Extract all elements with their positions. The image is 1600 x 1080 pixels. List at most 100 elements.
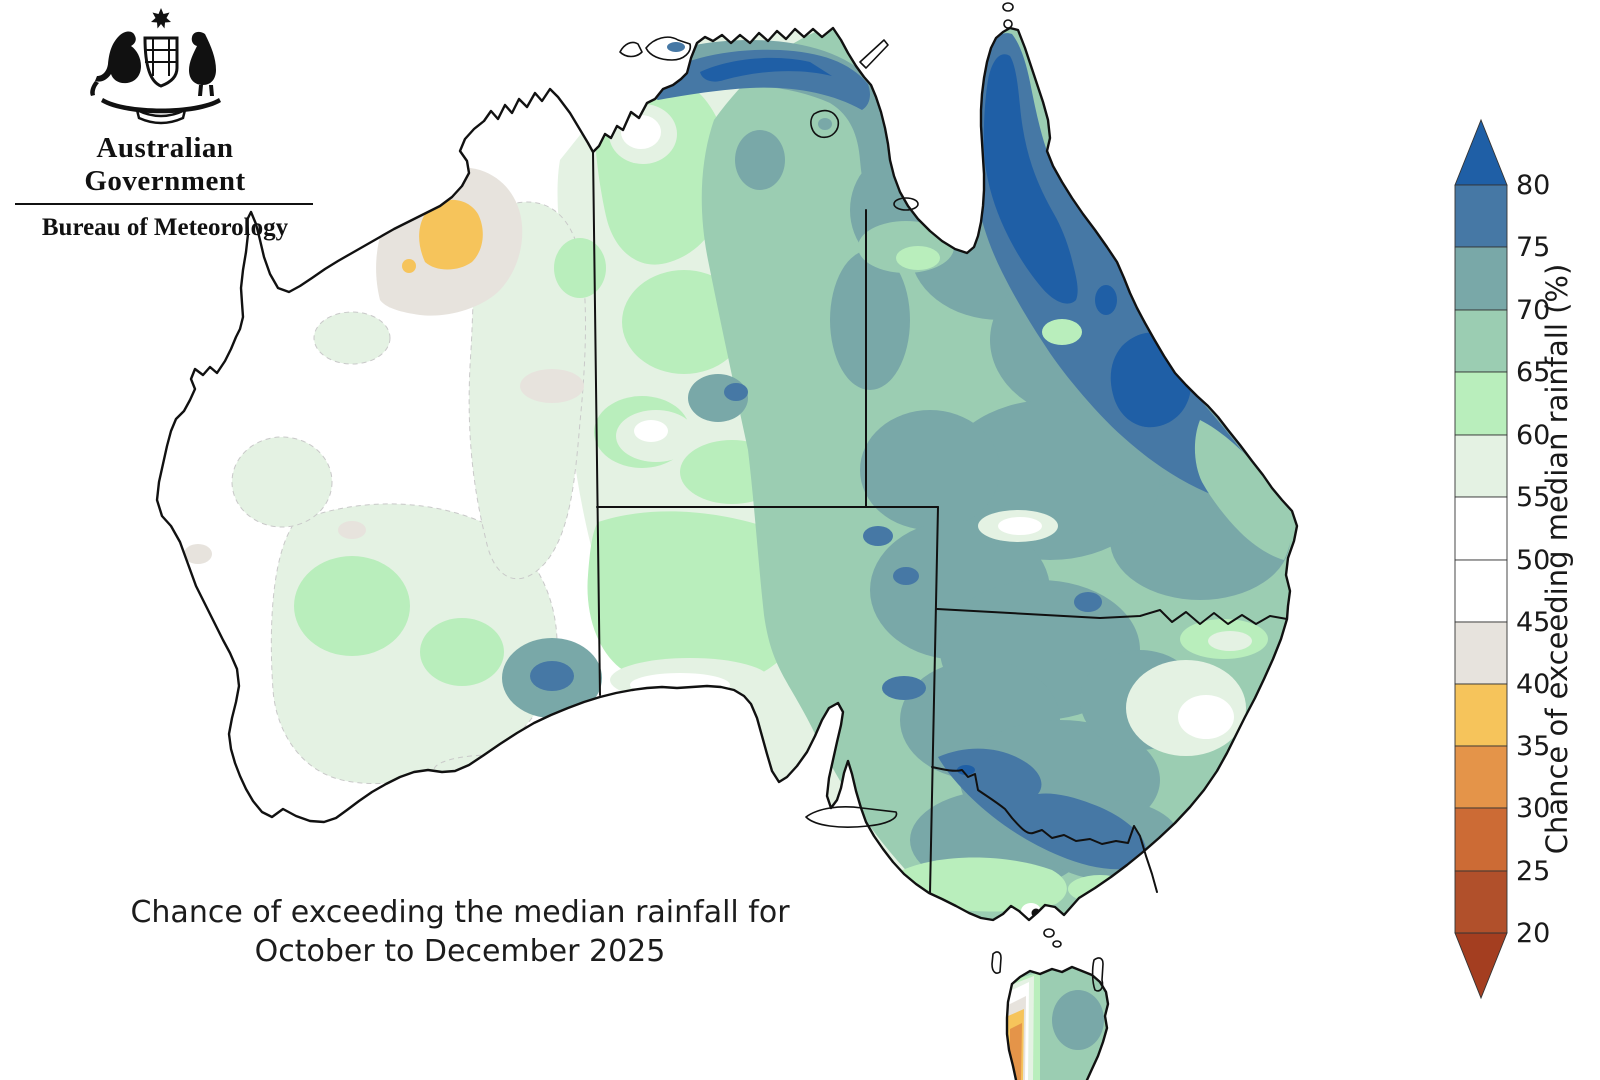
fill-60-65-wa bbox=[294, 556, 410, 656]
fill-75-80-spot bbox=[893, 567, 919, 585]
agency-name: Bureau of Meteorology bbox=[41, 214, 289, 241]
fill-60-65-gulf bbox=[896, 246, 940, 270]
fill-gt80-capeyork bbox=[983, 54, 1078, 304]
crest-scroll bbox=[135, 107, 187, 125]
fill-70-75 bbox=[860, 410, 1000, 530]
state-borders bbox=[592, 151, 1288, 894]
colorbar-tick-55: 55 bbox=[1516, 482, 1550, 513]
fill-35-40-dot bbox=[402, 259, 416, 273]
fill-40-45-spot bbox=[520, 369, 584, 403]
colorbar-tick-60: 60 bbox=[1516, 420, 1550, 451]
flinders-island bbox=[1091, 957, 1104, 992]
fill-60-65-qld-spot bbox=[1042, 319, 1082, 345]
fill-35-40-pilbara bbox=[419, 199, 483, 270]
fill-white-bight bbox=[630, 673, 730, 697]
colorbar-tick-70: 70 bbox=[1516, 295, 1550, 326]
crest-wreath bbox=[101, 98, 221, 114]
fill-60-65-sa bbox=[587, 511, 811, 689]
torres-islet bbox=[1003, 19, 1013, 29]
map-title-line1: Chance of exceeding the median rainfall … bbox=[130, 895, 790, 930]
fill-70-75 bbox=[735, 130, 785, 190]
tiwi-island-east bbox=[645, 36, 692, 61]
colorbar-segment bbox=[1454, 371, 1508, 436]
colorbar-segment bbox=[1454, 870, 1508, 934]
border-wa bbox=[592, 151, 601, 696]
kangaroo-island bbox=[805, 806, 898, 828]
border-sa-east bbox=[929, 506, 939, 894]
colorbar: 80 75 70 65 60 55 50 45 40 35 30 25 20 C… bbox=[1454, 118, 1574, 1000]
fill-40-45-spot bbox=[184, 544, 212, 564]
fill-60-65-wa bbox=[420, 618, 504, 686]
islands bbox=[619, 2, 1104, 992]
fill-gt80-spot bbox=[1095, 285, 1117, 315]
crest-emu-legs bbox=[198, 85, 214, 96]
fill-gt80-murray-spot bbox=[957, 765, 975, 775]
mornington-island bbox=[893, 197, 919, 211]
fill-55-60-wa-mid bbox=[231, 436, 333, 528]
fill-60-65-wa bbox=[554, 238, 606, 298]
fill-75-80-murray bbox=[938, 748, 1147, 870]
fill-40-45-spot bbox=[338, 521, 366, 539]
logo-divider bbox=[15, 203, 313, 205]
colorbar-segment bbox=[1454, 309, 1508, 373]
fill-60-65-nt bbox=[622, 270, 746, 374]
crest-star bbox=[151, 8, 171, 29]
colorbar-segment bbox=[1454, 496, 1508, 561]
colorbar-segment bbox=[1454, 745, 1508, 809]
government-name: Australian Government bbox=[84, 132, 246, 197]
colorbar-segment bbox=[1454, 246, 1508, 311]
crest-kangaroo-tail bbox=[90, 81, 99, 96]
colorbar-tick-30: 30 bbox=[1516, 793, 1550, 824]
bom-logo: Australian Government Bureau of Meteorol… bbox=[15, 6, 315, 242]
colorbar-segment bbox=[1454, 559, 1508, 623]
fill-55-60-nsw-border bbox=[1208, 631, 1252, 651]
colorbar-tick-40: 40 bbox=[1516, 669, 1550, 700]
fill-70-75 bbox=[830, 250, 910, 390]
fill-75-80-spot bbox=[1074, 592, 1102, 612]
groote-patch bbox=[818, 118, 832, 130]
fill-gt80-neqld bbox=[1110, 332, 1192, 428]
map-title-line2: October to December 2025 bbox=[254, 934, 666, 969]
groote-eylandt bbox=[810, 109, 840, 139]
wessel-islands bbox=[859, 39, 889, 69]
fill-75-80-spot bbox=[882, 676, 926, 700]
fill-white-nt-central bbox=[634, 420, 668, 442]
colorbar-tick-65: 65 bbox=[1516, 357, 1550, 388]
crest-shield-grid bbox=[145, 38, 177, 76]
fill-white-sa-spot bbox=[998, 517, 1042, 535]
torres-islet bbox=[1002, 2, 1014, 12]
colorbar-arrow-bottom bbox=[1454, 932, 1508, 1000]
colorbar-segment bbox=[1454, 683, 1508, 747]
colorbar-axis-label: Chance of exceeding median rainfall (%) bbox=[1540, 264, 1574, 855]
border-murray bbox=[931, 766, 1158, 893]
bass-islet bbox=[1052, 940, 1062, 948]
colorbar-tick-20: 20 bbox=[1516, 918, 1550, 949]
fill-tas-70-75 bbox=[1052, 990, 1104, 1050]
fill-white-nsw-inland bbox=[1178, 695, 1234, 739]
fill-55-60-wa-north bbox=[313, 311, 391, 365]
crest-emu bbox=[189, 31, 216, 85]
colorbar-segment bbox=[1454, 807, 1508, 872]
colorbar-tick-35: 35 bbox=[1516, 731, 1550, 762]
fill-white-gippsland bbox=[1101, 885, 1125, 897]
fill-tas-30-35 bbox=[1010, 1023, 1022, 1080]
coastline-mainland bbox=[155, 26, 1299, 922]
king-island bbox=[991, 951, 1002, 974]
fill-55-60-wa-coast bbox=[433, 754, 551, 786]
tiwi-island-west bbox=[619, 41, 643, 58]
colorbar-tick-25: 25 bbox=[1516, 856, 1550, 887]
colorbar-segment bbox=[1454, 621, 1508, 685]
fill-white-nt-patch bbox=[621, 115, 661, 149]
fill-65-70-qld-coast bbox=[1194, 420, 1292, 560]
colorbar-arrow-top bbox=[1454, 118, 1508, 186]
fill-gt80-nt-coast bbox=[700, 57, 832, 82]
fill-75-80-spot bbox=[863, 526, 893, 546]
border-qld-nsw bbox=[936, 608, 1288, 625]
colorbar-tick-80: 80 bbox=[1516, 170, 1550, 201]
colorbar-tick-50: 50 bbox=[1516, 545, 1550, 576]
bass-islet bbox=[1043, 928, 1055, 938]
colorbar-segment bbox=[1454, 184, 1508, 248]
fill-75-80-spot bbox=[724, 383, 748, 401]
